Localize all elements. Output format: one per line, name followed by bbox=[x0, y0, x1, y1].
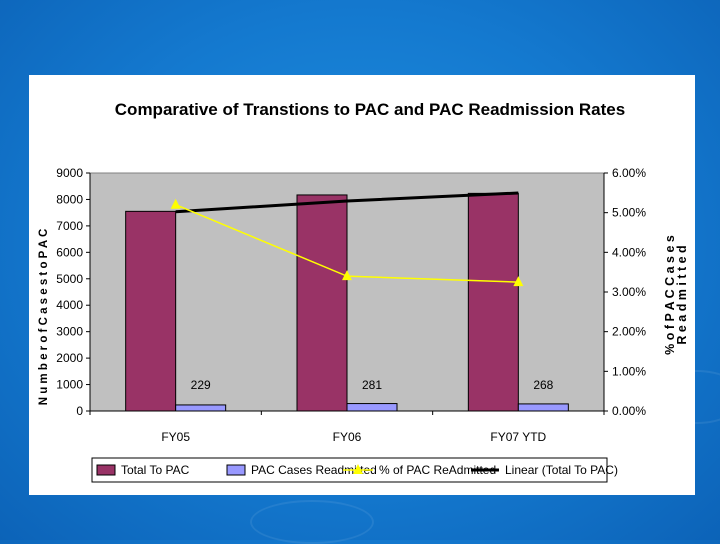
chart-title: Comparative of Transtions to PAC and PAC… bbox=[115, 100, 625, 119]
legend-label-linear: Linear (Total To PAC) bbox=[505, 463, 618, 477]
y-axis-label: N u m b e r o f C a s e s t o P A C bbox=[38, 229, 50, 406]
y2-axis-label-line1: % o f P A C C a s e s bbox=[663, 235, 677, 355]
legend-swatch-total bbox=[96, 464, 116, 476]
chart: Comparative of Transtions to PAC and PAC… bbox=[38, 100, 689, 483]
readmitted-data-label: 229 bbox=[191, 378, 211, 392]
y2-axis-label-line2: R e a d m i t t e d bbox=[675, 245, 689, 344]
legend-label-total: Total To PAC bbox=[121, 463, 190, 477]
total-to-pac-bar bbox=[296, 194, 348, 412]
legend-label-readmitted: PAC Cases Readmitted bbox=[251, 463, 377, 477]
readmitted-data-label: 281 bbox=[362, 378, 382, 392]
slide-panel: Comparative of Transtions to PAC and PAC… bbox=[29, 75, 695, 495]
readmitted-data-label: 268 bbox=[533, 378, 553, 392]
y-tick-label: 9000 bbox=[56, 166, 83, 180]
y-tick-label: 3000 bbox=[56, 325, 83, 339]
pct-readmitted-point bbox=[513, 276, 524, 287]
background-ripple bbox=[250, 500, 374, 544]
y2-tick-label: 3.00% bbox=[612, 285, 646, 299]
pac-readmitted-bar bbox=[346, 403, 398, 412]
pac-readmitted-bar bbox=[517, 403, 569, 412]
y2-tick-label: 6.00% bbox=[612, 166, 646, 180]
total-to-pac-bar bbox=[467, 192, 519, 412]
y-tick-label: 2000 bbox=[56, 351, 83, 365]
pct-readmitted-point bbox=[170, 198, 181, 209]
y-tick-label: 4000 bbox=[56, 298, 83, 312]
y-tick-label: 0 bbox=[76, 404, 83, 418]
plot-area: 0 1000 2000 3000 4000 5000 6000 7000 8000 9000 0.0… bbox=[56, 166, 646, 444]
y2-tick-label: 5.00% bbox=[612, 206, 646, 220]
y2-tick-label: 4.00% bbox=[612, 245, 646, 259]
legend: Total To PAC PAC Cases Readmitted% of PAC… bbox=[91, 457, 618, 483]
legend-swatch-readmitted bbox=[226, 464, 246, 476]
y-tick-label: 8000 bbox=[56, 192, 83, 206]
y2-tick-label: 1.00% bbox=[612, 364, 646, 378]
x-tick-label: FY07 YTD bbox=[490, 430, 546, 444]
y-tick-label: 1000 bbox=[56, 378, 83, 392]
y-tick-label: 7000 bbox=[56, 219, 83, 233]
x-tick-label: FY06 bbox=[333, 430, 362, 444]
legend-label-pct: % of PAC ReAdmitted bbox=[379, 463, 496, 477]
legend-swatch-pct-marker bbox=[353, 464, 363, 474]
y2-tick-label: 2.00% bbox=[612, 325, 646, 339]
y-tick-label: 6000 bbox=[56, 245, 83, 259]
total-to-pac-bar bbox=[125, 210, 177, 412]
pct-readmitted-point bbox=[342, 270, 352, 281]
x-tick-label: FY05 bbox=[161, 430, 190, 444]
y-tick-label: 5000 bbox=[56, 272, 83, 286]
pac-readmitted-bar bbox=[175, 404, 227, 412]
y2-tick-label: 0.00% bbox=[612, 404, 646, 418]
linear-trend-line bbox=[175, 191, 519, 214]
